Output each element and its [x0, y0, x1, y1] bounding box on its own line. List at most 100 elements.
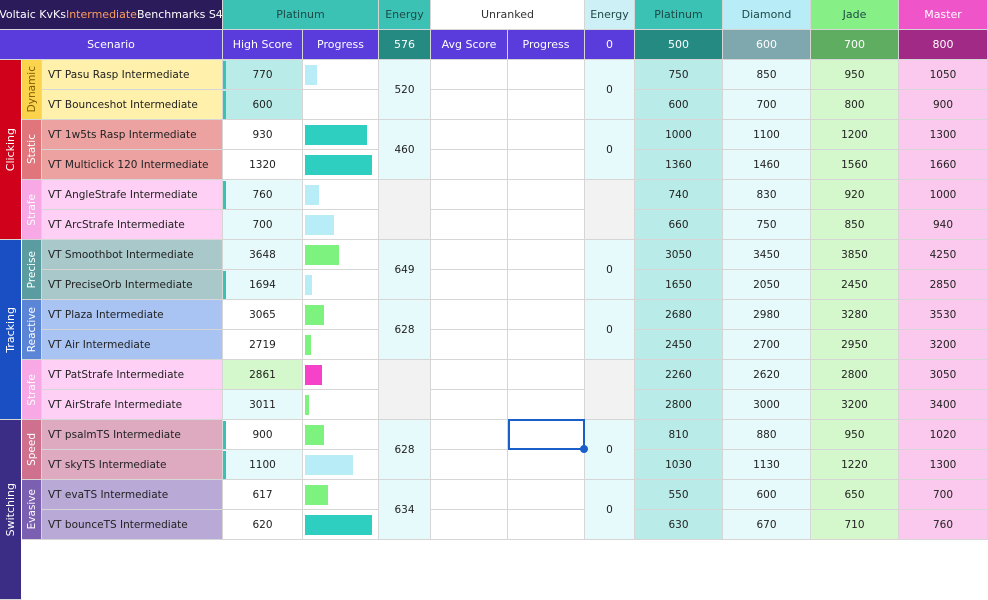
progress-cell[interactable]	[303, 450, 379, 480]
threshold-jade[interactable]: 950	[811, 420, 899, 450]
unranked-progress[interactable]	[508, 300, 585, 330]
unranked-progress[interactable]	[508, 150, 585, 180]
high-score[interactable]: 1694	[223, 270, 303, 300]
threshold-diamond[interactable]: 880	[723, 420, 811, 450]
threshold-diamond[interactable]: 700	[723, 90, 811, 120]
scenario-name[interactable]: VT Multiclick 120 Intermediate	[42, 150, 223, 180]
threshold-diamond[interactable]: 3000	[723, 390, 811, 420]
unranked-progress[interactable]	[508, 270, 585, 300]
group-energy-unranked[interactable]	[585, 360, 635, 420]
avg-score[interactable]	[431, 180, 508, 210]
threshold-master[interactable]: 1300	[899, 450, 988, 480]
threshold-jade[interactable]: 850	[811, 210, 899, 240]
threshold-master[interactable]: 3200	[899, 330, 988, 360]
progress-cell[interactable]	[303, 420, 379, 450]
threshold-diamond[interactable]: 2700	[723, 330, 811, 360]
threshold-jade[interactable]: 1220	[811, 450, 899, 480]
avg-score[interactable]	[431, 330, 508, 360]
threshold-master[interactable]: 3400	[899, 390, 988, 420]
high-score[interactable]: 620	[223, 510, 303, 540]
unranked-progress[interactable]	[508, 480, 585, 510]
threshold-jade[interactable]: 3280	[811, 300, 899, 330]
threshold-platinum[interactable]: 1650	[635, 270, 723, 300]
threshold-platinum[interactable]: 2680	[635, 300, 723, 330]
threshold-jade[interactable]: 710	[811, 510, 899, 540]
high-score[interactable]: 930	[223, 120, 303, 150]
progress-cell[interactable]	[303, 270, 379, 300]
threshold-master[interactable]: 1660	[899, 150, 988, 180]
threshold-jade[interactable]: 2800	[811, 360, 899, 390]
progress-cell[interactable]	[303, 360, 379, 390]
scenario-name[interactable]: VT Pasu Rasp Intermediate	[42, 60, 223, 90]
threshold-jade[interactable]: 950	[811, 60, 899, 90]
high-score[interactable]: 1100	[223, 450, 303, 480]
threshold-jade[interactable]: 650	[811, 480, 899, 510]
scenario-name[interactable]: VT 1w5ts Rasp Intermediate	[42, 120, 223, 150]
unranked-progress[interactable]	[508, 120, 585, 150]
high-score[interactable]: 3065	[223, 300, 303, 330]
scenario-name[interactable]: VT evaTS Intermediate	[42, 480, 223, 510]
threshold-master[interactable]: 900	[899, 90, 988, 120]
avg-score[interactable]	[431, 240, 508, 270]
threshold-diamond[interactable]: 830	[723, 180, 811, 210]
threshold-jade[interactable]: 2450	[811, 270, 899, 300]
threshold-diamond[interactable]: 850	[723, 60, 811, 90]
threshold-platinum[interactable]: 2800	[635, 390, 723, 420]
group-energy[interactable]: 628	[379, 420, 431, 480]
group-energy-unranked[interactable]: 0	[585, 120, 635, 180]
group-energy-unranked[interactable]	[585, 180, 635, 240]
high-score[interactable]: 3648	[223, 240, 303, 270]
threshold-master[interactable]: 700	[899, 480, 988, 510]
threshold-diamond[interactable]: 600	[723, 480, 811, 510]
group-energy-unranked[interactable]: 0	[585, 300, 635, 360]
unranked-progress[interactable]	[508, 360, 585, 390]
threshold-platinum[interactable]: 750	[635, 60, 723, 90]
threshold-jade[interactable]: 2950	[811, 330, 899, 360]
threshold-jade[interactable]: 1560	[811, 150, 899, 180]
avg-score[interactable]	[431, 120, 508, 150]
avg-score[interactable]	[431, 480, 508, 510]
threshold-platinum[interactable]: 1360	[635, 150, 723, 180]
progress-cell[interactable]	[303, 390, 379, 420]
threshold-platinum[interactable]: 2260	[635, 360, 723, 390]
threshold-master[interactable]: 3050	[899, 360, 988, 390]
scenario-name[interactable]: VT Smoothbot Intermediate	[42, 240, 223, 270]
threshold-platinum[interactable]: 810	[635, 420, 723, 450]
threshold-master[interactable]: 3530	[899, 300, 988, 330]
unranked-progress[interactable]	[508, 60, 585, 90]
progress-cell[interactable]	[303, 330, 379, 360]
high-score[interactable]: 2861	[223, 360, 303, 390]
group-energy[interactable]	[379, 360, 431, 420]
group-energy-unranked[interactable]: 0	[585, 420, 635, 480]
avg-score[interactable]	[431, 420, 508, 450]
threshold-master[interactable]: 1050	[899, 60, 988, 90]
group-energy[interactable]: 649	[379, 240, 431, 300]
threshold-diamond[interactable]: 750	[723, 210, 811, 240]
group-energy[interactable]: 520	[379, 60, 431, 120]
threshold-platinum[interactable]: 630	[635, 510, 723, 540]
threshold-diamond[interactable]: 2620	[723, 360, 811, 390]
high-score[interactable]: 1320	[223, 150, 303, 180]
threshold-platinum[interactable]: 3050	[635, 240, 723, 270]
progress-cell[interactable]	[303, 150, 379, 180]
threshold-platinum[interactable]: 1030	[635, 450, 723, 480]
progress-cell[interactable]	[303, 60, 379, 90]
scenario-name[interactable]: VT psalmTS Intermediate	[42, 420, 223, 450]
threshold-platinum[interactable]: 660	[635, 210, 723, 240]
threshold-diamond[interactable]: 1460	[723, 150, 811, 180]
threshold-platinum[interactable]: 740	[635, 180, 723, 210]
group-energy-unranked[interactable]: 0	[585, 480, 635, 540]
threshold-jade[interactable]: 920	[811, 180, 899, 210]
scenario-name[interactable]: VT Plaza Intermediate	[42, 300, 223, 330]
unranked-progress[interactable]	[508, 90, 585, 120]
fill-handle[interactable]	[580, 445, 588, 453]
group-energy[interactable]: 628	[379, 300, 431, 360]
avg-score[interactable]	[431, 270, 508, 300]
avg-score[interactable]	[431, 60, 508, 90]
threshold-master[interactable]: 2850	[899, 270, 988, 300]
unranked-progress[interactable]	[508, 210, 585, 240]
threshold-diamond[interactable]: 2980	[723, 300, 811, 330]
threshold-platinum[interactable]: 2450	[635, 330, 723, 360]
scenario-name[interactable]: VT ArcStrafe Intermediate	[42, 210, 223, 240]
avg-score[interactable]	[431, 90, 508, 120]
